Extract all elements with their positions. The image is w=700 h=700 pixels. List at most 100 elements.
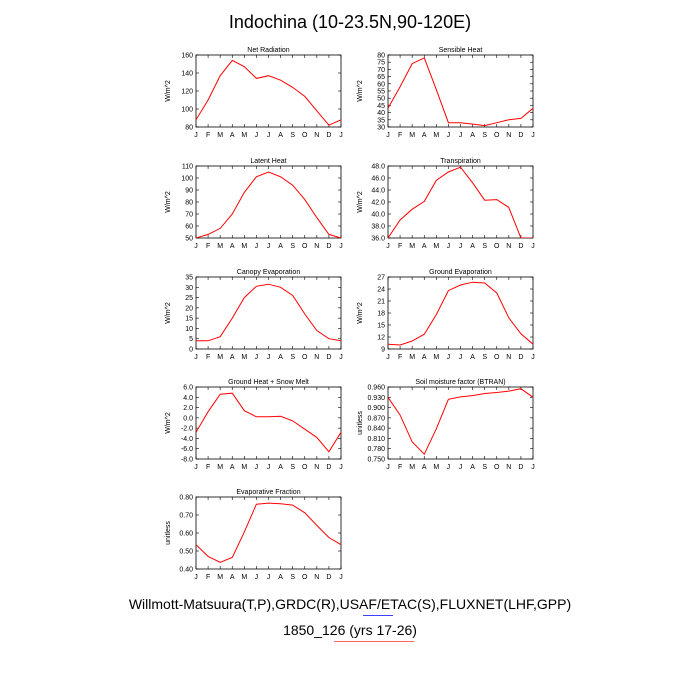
plot-frame xyxy=(387,54,534,128)
x-tick-label: J xyxy=(194,354,198,361)
x-tick-label: A xyxy=(230,243,235,250)
x-tick-label: M xyxy=(241,132,247,139)
x-tick-label: D xyxy=(326,132,331,139)
x-tick-label: D xyxy=(326,243,331,250)
y-tick-label: 18 xyxy=(377,311,385,318)
x-tick-label: J xyxy=(459,354,463,361)
x-tick-label: S xyxy=(290,132,295,139)
panel-title: Transpiration xyxy=(440,158,481,165)
panel-title: Latent Heat xyxy=(250,158,286,165)
x-tick-label: J xyxy=(339,132,343,139)
x-tick-label: M xyxy=(241,574,247,581)
x-tick-label: N xyxy=(314,354,319,361)
y-tick-label: 75 xyxy=(377,60,385,67)
x-tick-label: N xyxy=(314,464,319,471)
x-tick-label: J xyxy=(339,464,343,471)
x-tick-label: N xyxy=(314,574,319,581)
y-tick-label: 80 xyxy=(185,125,193,132)
y-tick-label: 65 xyxy=(377,74,385,81)
y-axis-label: unitless xyxy=(165,521,172,545)
y-tick-label: 36.0 xyxy=(371,236,385,243)
x-tick-label: A xyxy=(230,574,235,581)
plot-frame xyxy=(195,276,342,350)
x-tick-label: J xyxy=(194,132,198,139)
x-tick-label: J xyxy=(447,464,451,471)
x-tick-label: J xyxy=(386,464,390,471)
y-tick-label: 5 xyxy=(189,336,193,343)
x-tick-label: J xyxy=(531,132,535,139)
y-tick-label: 100 xyxy=(181,176,193,183)
y-tick-label: 0.840 xyxy=(367,426,385,433)
x-tick-label: J xyxy=(255,132,259,139)
x-tick-label: A xyxy=(230,132,235,139)
x-tick-label: D xyxy=(518,464,523,471)
x-tick-label: D xyxy=(326,464,331,471)
y-tick-label: 50 xyxy=(185,236,193,243)
x-tick-label: D xyxy=(518,132,523,139)
x-tick-label: M xyxy=(433,464,439,471)
x-tick-label: N xyxy=(506,243,511,250)
y-tick-label: -2.0 xyxy=(181,426,193,433)
y-tick-label: 12 xyxy=(377,335,385,342)
y-tick-label: 10 xyxy=(185,326,193,333)
x-tick-label: F xyxy=(398,464,402,471)
y-tick-label: 15 xyxy=(185,316,193,323)
x-tick-label: J xyxy=(267,574,271,581)
y-axis-label: W/m^2 xyxy=(165,191,172,213)
y-tick-label: 120 xyxy=(181,89,193,96)
x-tick-label: S xyxy=(482,464,487,471)
y-tick-label: -6.0 xyxy=(181,446,193,453)
y-tick-label: 30 xyxy=(185,285,193,292)
x-tick-label: F xyxy=(206,354,210,361)
x-tick-label: D xyxy=(326,354,331,361)
y-axis-label: W/m^2 xyxy=(357,191,364,213)
series-line xyxy=(196,171,341,238)
series-line xyxy=(388,57,533,127)
y-tick-label: 0.780 xyxy=(367,446,385,453)
x-tick-label: J xyxy=(267,243,271,250)
y-tick-label: 25 xyxy=(185,295,193,302)
x-tick-label: S xyxy=(290,464,295,471)
x-tick-label: M xyxy=(241,243,247,250)
x-tick-label: M xyxy=(409,243,415,250)
y-tick-label: 0.810 xyxy=(367,436,385,443)
y-tick-label: 0.960 xyxy=(367,385,385,392)
x-tick-label: M xyxy=(217,243,223,250)
x-tick-label: J xyxy=(267,132,271,139)
x-tick-label: F xyxy=(398,243,402,250)
y-axis-label: W/m^2 xyxy=(357,80,364,102)
x-tick-label: O xyxy=(302,354,308,361)
x-tick-label: D xyxy=(326,574,331,581)
y-tick-label: 27 xyxy=(377,275,385,282)
plot-frame xyxy=(195,165,342,239)
x-tick-label: J xyxy=(386,132,390,139)
y-tick-label: 0.0 xyxy=(183,415,193,422)
x-tick-label: J xyxy=(459,464,463,471)
x-tick-label: M xyxy=(217,354,223,361)
x-tick-label: M xyxy=(409,464,415,471)
y-tick-label: 40.0 xyxy=(371,212,385,219)
x-tick-label: J xyxy=(447,132,451,139)
x-tick-label: F xyxy=(398,354,402,361)
y-tick-label: 35 xyxy=(185,275,193,282)
y-tick-label: 0.80 xyxy=(179,495,193,502)
x-tick-label: M xyxy=(409,354,415,361)
y-tick-label: 60 xyxy=(377,81,385,88)
y-tick-label: 110 xyxy=(182,164,193,171)
x-tick-label: J xyxy=(255,243,259,250)
plot-frame xyxy=(195,54,342,128)
x-tick-label: A xyxy=(278,464,283,471)
y-tick-label: 0.900 xyxy=(367,405,385,412)
x-tick-label: O xyxy=(494,132,500,139)
y-tick-label: 24 xyxy=(377,287,385,294)
series-line xyxy=(388,281,533,346)
series-line xyxy=(196,392,341,453)
y-tick-label: 38.0 xyxy=(371,224,385,231)
y-tick-label: 0.60 xyxy=(179,531,193,538)
x-tick-label: N xyxy=(506,132,511,139)
